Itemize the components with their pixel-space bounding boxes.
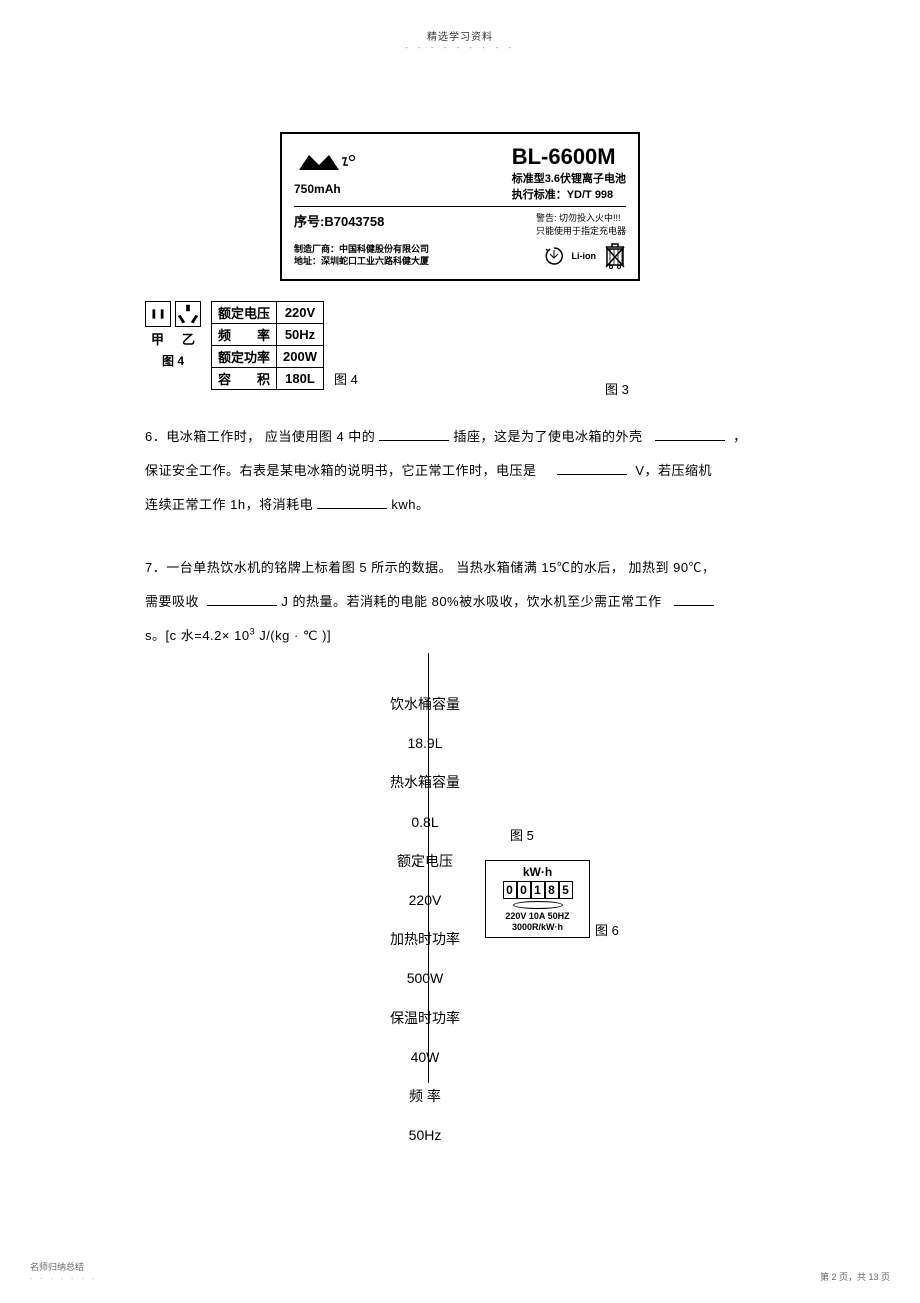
footer-right: 第 2 页，共 13 页 — [820, 1270, 890, 1283]
wd-v2: 0.8L — [335, 803, 515, 842]
wd-v5: 40W — [335, 1038, 515, 1077]
recycle-icon — [544, 246, 564, 266]
figure-4-label: 图 4 — [334, 369, 358, 388]
question-7: 7．一台单热饮水机的铭牌上标着图 5 所示的数据。 当热水箱储满 15℃的水后，… — [145, 551, 775, 652]
wd-t2: 热水箱容量 — [335, 763, 515, 802]
footer-left-text: 名师归纳总结 — [30, 1262, 84, 1272]
spec-r3c1: 180L — [277, 368, 324, 390]
q6-text-2: 插座，这是为了使电冰箱的外壳 — [454, 429, 643, 444]
warning-line-1: 警告: 切勿投入火中!!! — [536, 211, 626, 224]
meter-d2: 1 — [531, 881, 545, 899]
q7-text-5: J/(kg · ℃ )] — [255, 628, 331, 643]
spec-r1c0: 频 率 — [212, 324, 277, 346]
wd-v1: 18.9L — [335, 724, 515, 763]
blank-1 — [379, 427, 449, 441]
q6-text-3: ， — [733, 429, 747, 444]
wd-t5: 保温时功率 — [335, 999, 515, 1038]
serial-prefix: 序号: — [294, 214, 324, 229]
blank-4 — [317, 495, 387, 509]
socket-label-jia: 甲 — [151, 329, 164, 348]
spec-r2c0: 额定功率 — [212, 346, 277, 368]
spec-r2c1: 200W — [277, 346, 324, 368]
spec-r0c0: 额定电压 — [212, 302, 277, 324]
page-header: 精选学习资料 — [0, 0, 920, 43]
header-dots: - - - - - - - - - — [0, 43, 920, 52]
socket-jia — [145, 301, 171, 327]
factory-line-1: 制造厂商：中国科健股份有限公司 — [294, 244, 429, 256]
q6-text-7b: kwh。 — [391, 497, 429, 512]
blank-6 — [674, 592, 714, 606]
battery-subtitle: 标准型3.6伏锂离子电池 — [512, 170, 626, 186]
q6-text-1: 6．电冰箱工作时， 应当使用图 4 中的 — [145, 429, 375, 444]
spec-r1c1: 50Hz — [277, 324, 324, 346]
footer-left: 名师归纳总结 - - - - - - - — [30, 1260, 97, 1283]
factory-line-2: 地址：深圳蛇口工业六路科健大厦 — [294, 256, 429, 268]
blank-2 — [655, 427, 725, 441]
q6-text-5: V，若压缩机 — [635, 463, 712, 478]
socket-yi — [175, 301, 201, 327]
liion-text: Li-ion — [572, 251, 597, 261]
battery-capacity: 750mAh — [294, 182, 341, 196]
meter-d0: 0 — [503, 881, 517, 899]
figure-6-label: 图 6 — [595, 920, 619, 939]
warning-line-2: 只能使用于指定充电器 — [536, 224, 626, 237]
q6-text-4: 保证安全工作。右表是某电冰箱的说明书，它正常工作时，电压是 — [145, 463, 537, 478]
blank-5 — [207, 592, 277, 606]
battery-model: BL-6600M — [512, 144, 626, 170]
wd-v6: 50Hz — [335, 1116, 515, 1155]
figure-3-label: 图 3 — [605, 379, 629, 398]
meter-reading: 0 0 1 8 5 — [490, 881, 585, 899]
meter-spec-1: 220V 10A 50HZ — [490, 911, 585, 922]
q7-text-4: s。[c 水=4.2× 10 — [145, 628, 250, 643]
figure-4-caption-small: 图 4 — [162, 352, 184, 369]
wd-v4: 500W — [335, 959, 515, 998]
q7-text-3: J 的热量。若消耗的电能 80%被水吸收，饮水机至少需正常工作 — [281, 594, 661, 609]
figure-5-label: 图 5 — [510, 825, 534, 844]
wd-t1: 饮水桶容量 — [335, 685, 515, 724]
spec-r0c1: 220V — [277, 302, 324, 324]
wd-t6: 频 率 — [335, 1077, 515, 1116]
blank-3 — [557, 461, 627, 475]
socket-label-yi: 乙 — [182, 329, 195, 348]
serial-number: B7043758 — [324, 214, 384, 229]
header-title: 精选学习资料 — [427, 32, 493, 43]
q6-text-6: 连续正常工作 1h，将消耗电 — [145, 497, 313, 512]
meter-disc-icon — [513, 901, 563, 909]
spec-r3c0: 容 积 — [212, 368, 277, 390]
electricity-meter: kW·h 0 0 1 8 5 220V 10A 50HZ 3000R/kW·h — [485, 860, 590, 938]
figure-4-area: 甲 乙 图 4 额定电压220V 频 率50Hz 额定功率200W 容 积180… — [145, 301, 775, 390]
kejian-logo-icon — [294, 150, 364, 180]
fridge-spec-table: 额定电压220V 频 率50Hz 额定功率200W 容 积180L — [211, 301, 324, 390]
figure-3-battery-label: 750mAh BL-6600M 标准型3.6伏锂离子电池 执行标准：YD/T 9… — [280, 132, 640, 281]
question-6: 6．电冰箱工作时， 应当使用图 4 中的 插座，这是为了使电冰箱的外壳 ， 保证… — [145, 420, 775, 521]
meter-d1: 0 — [517, 881, 531, 899]
q7-text-2: 需要吸收 — [145, 594, 199, 609]
meter-d3: 8 — [545, 881, 559, 899]
battery-standard: 执行标准：YD/T 998 — [512, 186, 626, 202]
meter-spec-2: 3000R/kW·h — [490, 922, 585, 933]
q7-text-1: 7．一台单热饮水机的铭牌上标着图 5 所示的数据。 当热水箱储满 15℃的水后，… — [145, 560, 716, 575]
meter-unit: kW·h — [490, 865, 585, 879]
meter-d4: 5 — [559, 881, 573, 899]
footer-left-dots: - - - - - - - — [30, 1276, 97, 1283]
trash-cross-icon — [604, 243, 626, 269]
